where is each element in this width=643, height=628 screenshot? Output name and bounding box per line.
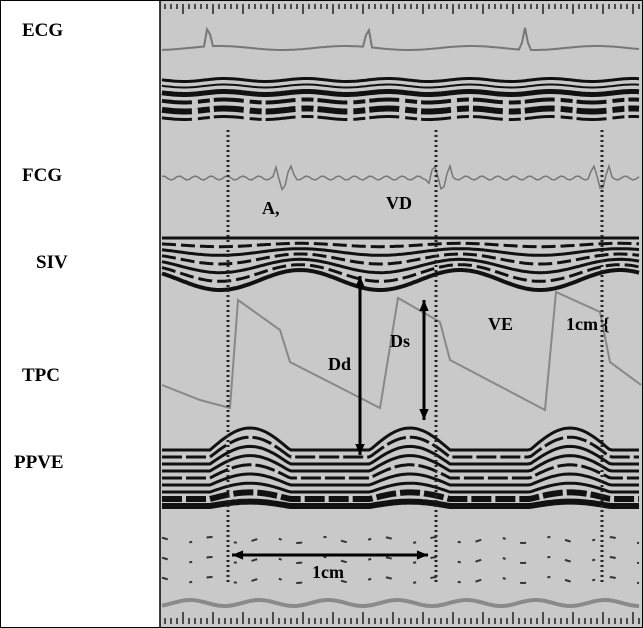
ppve-band	[162, 498, 639, 509]
tpc-trace	[161, 290, 642, 412]
mmode-panel	[160, 1, 642, 627]
annotation: A,	[262, 198, 280, 218]
label-tpc: TPC	[22, 365, 60, 386]
ppve-band	[162, 472, 639, 487]
ecg-trace	[161, 26, 640, 51]
label-siv: SIV	[36, 252, 68, 273]
label-fcg: FCG	[22, 165, 62, 186]
arrow-head	[419, 300, 429, 312]
annotation: VD	[386, 193, 412, 213]
annotation: 1cm	[312, 562, 344, 582]
label-ecg: ECG	[22, 20, 63, 41]
annotation: Ds	[390, 331, 410, 351]
arrow-head	[416, 550, 428, 560]
arrow-head	[355, 443, 365, 455]
traces	[161, 4, 642, 624]
arrow-head	[419, 408, 429, 420]
ppve-band	[162, 435, 639, 459]
ppve-band	[162, 426, 639, 452]
label-ppve: PPVE	[14, 452, 64, 473]
ppve-band	[162, 444, 639, 466]
annotation: Dd	[328, 354, 351, 374]
echo-band	[161, 89, 640, 97]
bottom-band	[161, 598, 640, 609]
echo-band	[161, 83, 640, 89]
annotation: 1cm {	[566, 314, 610, 334]
siv-band	[161, 263, 640, 283]
siv-band	[161, 267, 640, 293]
echo-band	[161, 115, 640, 121]
siv-band	[161, 247, 640, 257]
ppve-band	[162, 454, 639, 473]
echo-band	[161, 105, 640, 115]
arrow-head	[355, 276, 365, 288]
echo-band	[161, 97, 640, 105]
echo-band	[161, 77, 640, 83]
ppve-band	[162, 463, 639, 480]
annotation: VE	[488, 314, 513, 334]
fcg-trace	[161, 163, 640, 191]
ppve-band	[162, 489, 639, 502]
siv-band	[161, 257, 640, 275]
siv-band	[161, 241, 640, 249]
siv-band	[161, 252, 640, 266]
ppve-band	[162, 481, 639, 494]
arrow-head	[232, 550, 244, 560]
